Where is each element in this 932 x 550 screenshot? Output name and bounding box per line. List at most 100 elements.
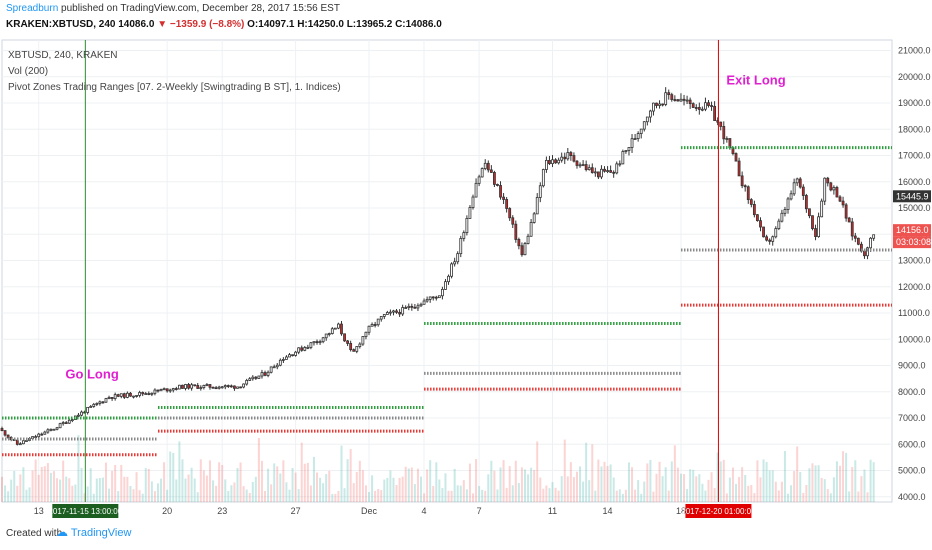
candle-down [233,385,236,389]
volume-bar [817,465,820,502]
candle-down [431,296,435,299]
candle-up [587,167,591,171]
candle-up [624,150,628,152]
volume-bar [303,463,306,502]
volume-bar [297,489,300,502]
legend-volume[interactable]: Vol (200) [8,66,49,77]
price-chart[interactable]: 4000.0 5000.0 6000.0 7000.0 8000.0 9000.0 1000… [0,38,932,518]
candle-up [774,228,778,238]
volume-bar [221,464,224,502]
volume-bar [545,485,548,502]
volume-bar [438,479,441,502]
candle-up [401,307,405,315]
candle-down [847,217,851,223]
volume-bar [120,464,123,502]
volume-bar [869,459,872,502]
footer: Created with ☁ TradingView [0,518,932,550]
volume-bar [793,471,796,502]
volume-bar [181,459,184,502]
volume-bar [129,485,132,502]
candle-up [159,389,163,392]
candle-down [719,121,723,127]
candle-down [196,385,200,389]
legend-indicator[interactable]: Pivot Zones Trading Ranges [07. 2-Weekly… [8,82,341,93]
candle-up [95,402,99,405]
volume-bar [276,466,279,502]
volume-bar [511,485,514,502]
volume-bar [300,442,303,502]
candle-down [508,208,512,219]
y-tick-label: 11000.0 [898,308,930,318]
y-tick-label: 10000.0 [898,334,931,344]
volume-bar [117,491,120,502]
volume-bar [404,466,407,502]
author-link[interactable]: Spreadburn [6,3,59,14]
volume-bar [279,473,282,502]
volume-bar [398,477,401,502]
candle-down [554,159,557,164]
candle-up [303,347,307,351]
volume-bar [725,493,728,502]
volume-bar [866,492,869,502]
volume-bar [756,460,759,502]
candle-up [135,395,138,397]
candle-up [367,325,371,333]
volume-bar [805,484,808,502]
volume-bar [606,466,609,502]
candle-up [792,182,796,195]
chart-area[interactable]: 4000.0 5000.0 6000.0 7000.0 8000.0 9000.0 1000… [0,38,932,518]
candle-up [450,263,453,277]
candle-down [737,160,741,177]
candle-up [25,440,28,442]
volume-bar [478,486,481,502]
candle-down [548,160,551,165]
y-tick-label: 4000.0 [898,492,926,502]
volume-bar [520,467,523,502]
candle-down [352,349,356,352]
volume-bar [236,468,239,502]
volume-bar [114,464,117,502]
candle-up [355,346,359,352]
candle-up [532,213,536,223]
volume-bar [591,444,594,502]
volume-bar [872,462,875,502]
candle-down [496,184,499,186]
volume-bar [28,487,31,502]
candle-down [493,172,496,185]
candle-up [447,275,450,283]
volume-bar [270,484,273,502]
candle-down [181,384,184,389]
volume-bar [172,452,175,502]
volume-bar [111,470,114,502]
volume-bar [698,474,701,502]
candle-up [327,333,331,335]
volume-bar [1,476,3,502]
volume-bar [744,474,747,502]
candle-up [425,298,429,302]
candle-down [707,102,710,106]
volume-bar [25,489,28,502]
volume-bar [594,490,597,502]
price-axis-tag-label: 14156.0 [896,225,929,235]
x-tick-label: 18 [676,506,686,516]
legend-symbol[interactable]: XBTUSD, 240, KRAKEN [8,50,118,61]
volume-bar [334,493,337,502]
candle-up [242,383,246,388]
volume-bar [634,489,637,502]
candle-up [92,403,96,407]
tradingview-logo[interactable]: ☁ TradingView [56,525,131,539]
candle-down [569,152,573,157]
candle-up [385,312,389,315]
candle-down [759,220,762,228]
volume-bar [842,451,845,502]
candle-down [697,107,701,110]
volume-bar [854,460,857,502]
volume-bar [282,460,285,502]
volume-bar [108,488,111,502]
created-with-text: Created with [6,528,63,539]
candle-down [122,393,126,398]
volume-bar [609,464,612,502]
candle-down [863,250,866,257]
candle-down [239,386,242,389]
candle-up [58,423,62,429]
